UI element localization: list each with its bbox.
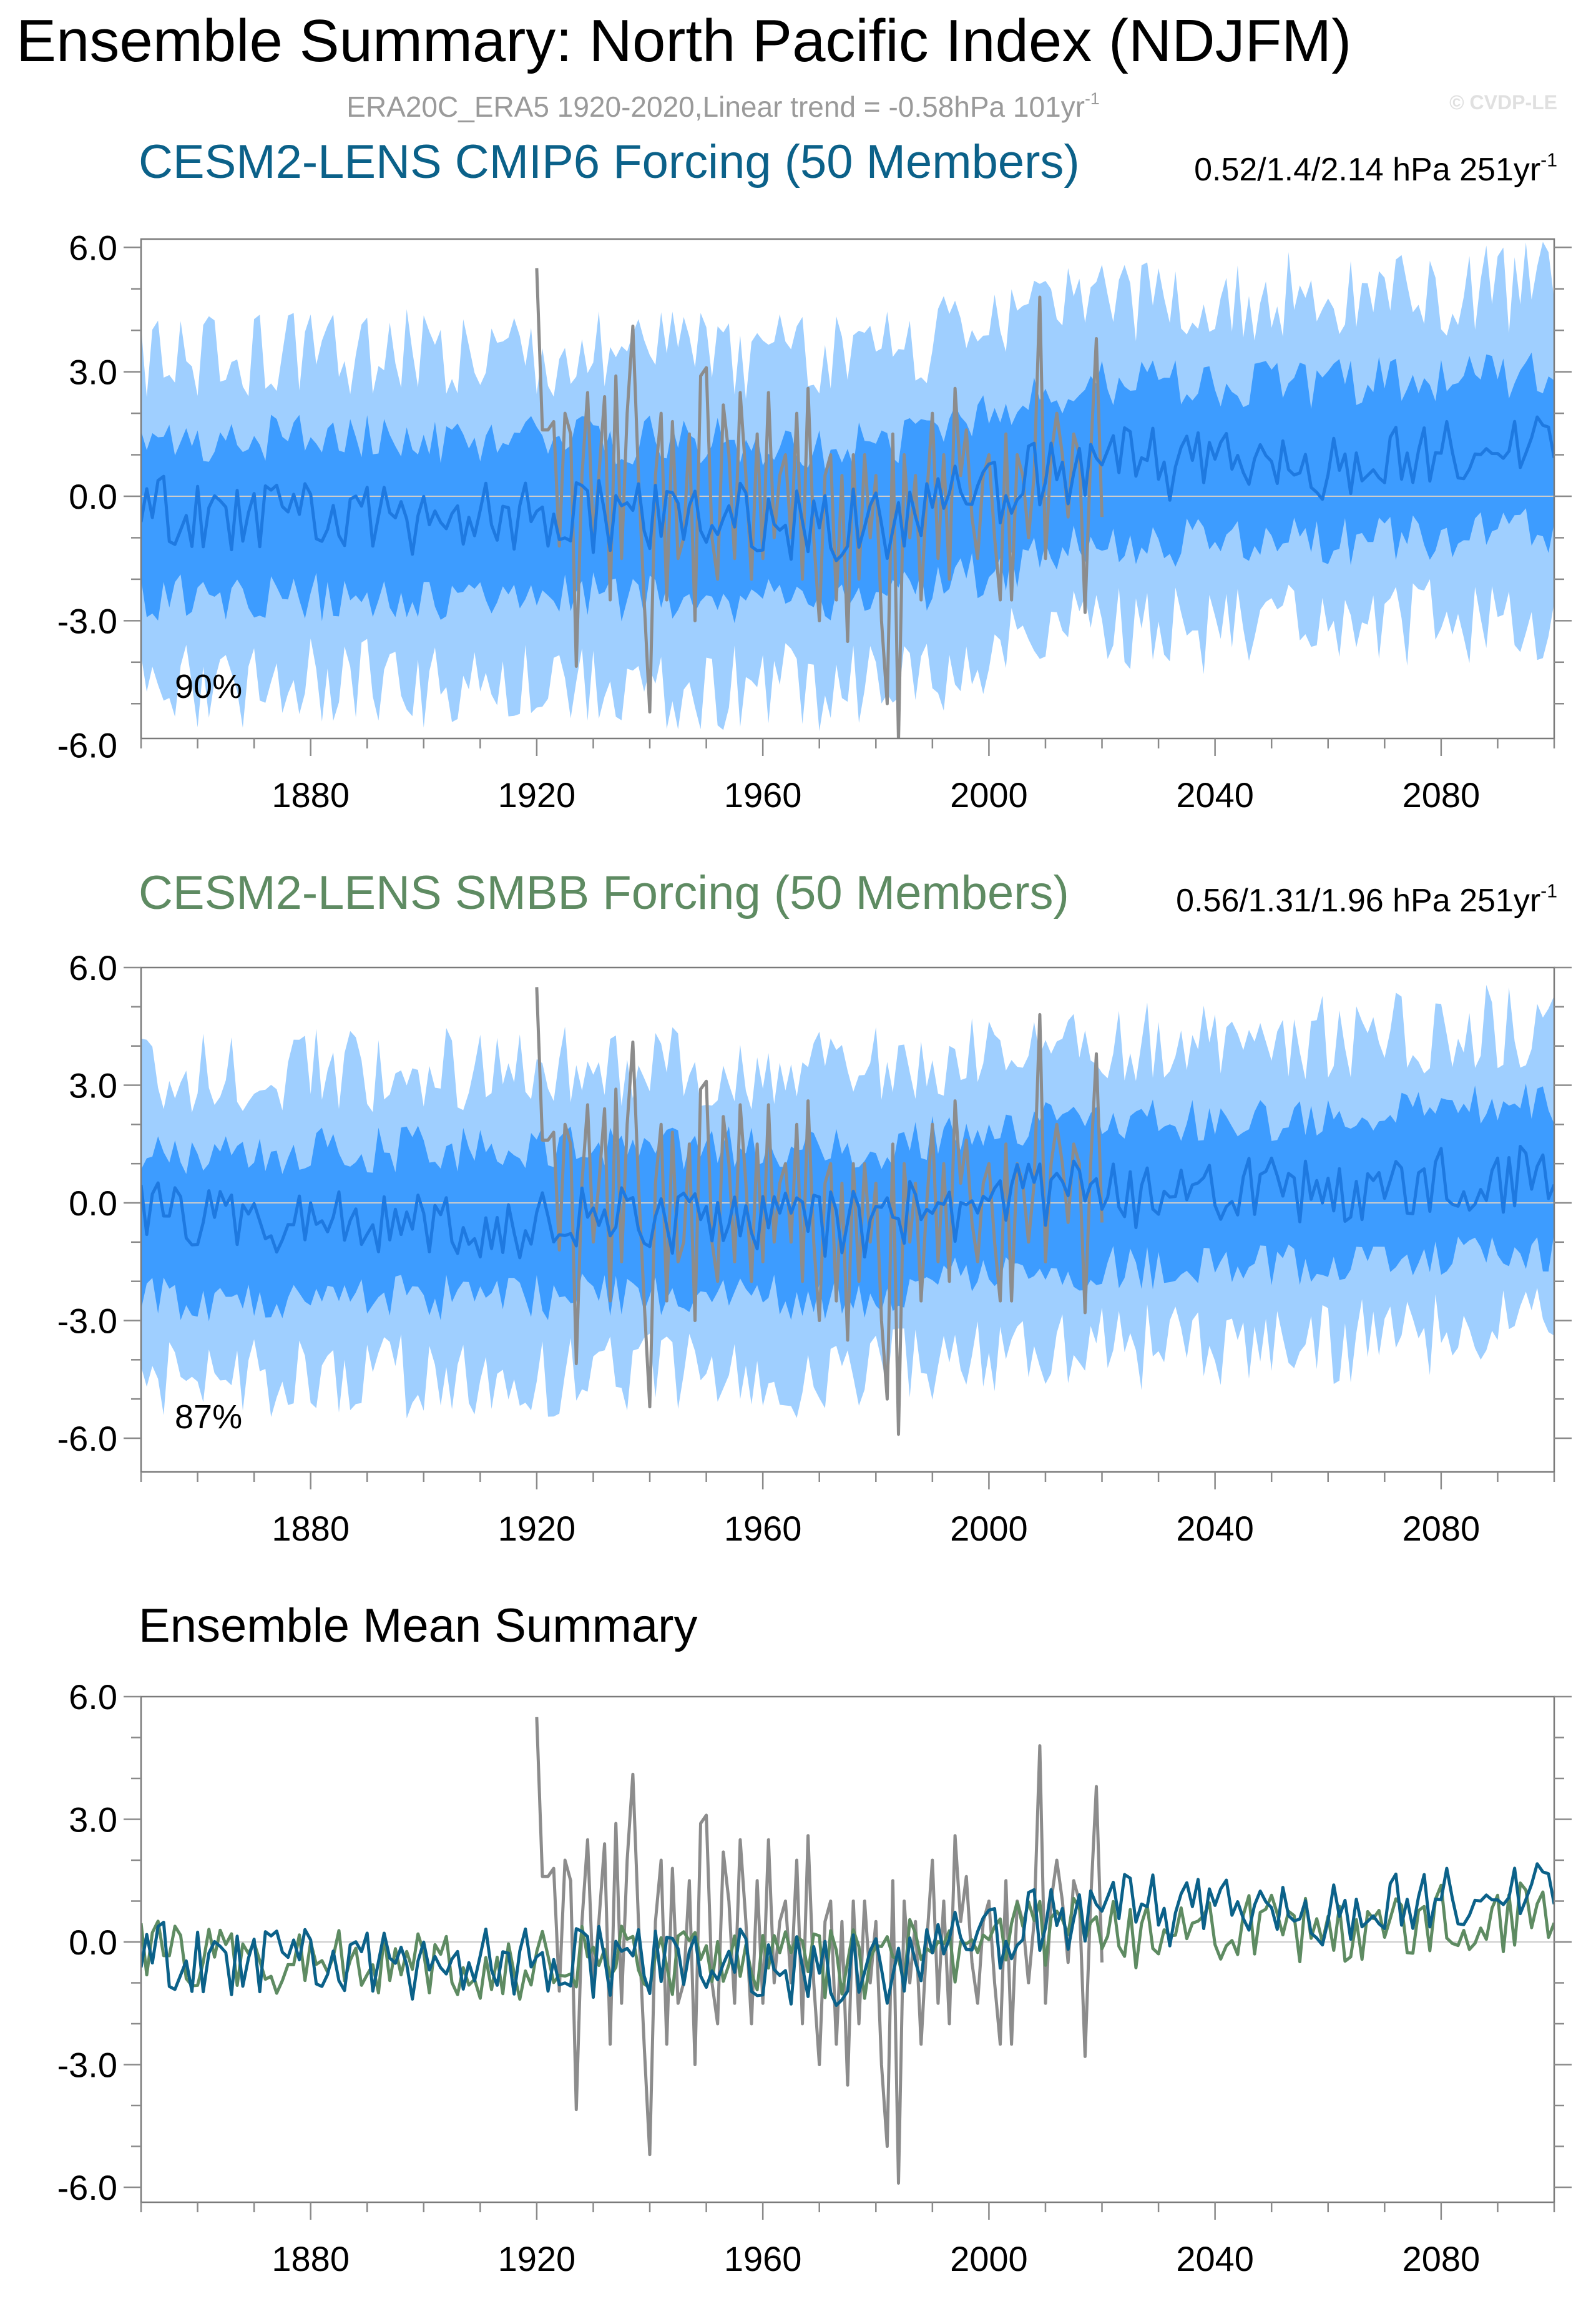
y-tick-label: 6.0 (69, 228, 117, 267)
series-observations (535, 1717, 1104, 2185)
percent-annotation: 87% (175, 1398, 242, 1436)
plot-area-2 (141, 984, 1554, 1436)
x-tick-label: 1920 (498, 1509, 576, 1548)
panel-1-trend: 0.52/1.4/2.14 hPa 251yr-1 (1194, 150, 1557, 188)
y-tick-label: 6.0 (69, 948, 117, 988)
x-tick-label: 1880 (272, 2239, 350, 2278)
y-tick-label: 0.0 (69, 1923, 117, 1962)
y-tick-label: 6.0 (69, 1677, 117, 1717)
panel-1-title: CESM2-LENS CMIP6 Forcing (50 Members) (139, 135, 1080, 189)
plot-area-1 (141, 242, 1554, 738)
x-tick-label: 2080 (1403, 775, 1481, 815)
copyright-label: © CVDP-LE (1449, 91, 1557, 114)
y-tick-label: 3.0 (69, 1066, 117, 1106)
band-inner (141, 352, 1554, 624)
y-tick-label: -6.0 (57, 2168, 118, 2207)
x-tick-label: 2040 (1176, 1509, 1254, 1548)
x-tick-label: 2000 (950, 2239, 1028, 2278)
plot-frame (140, 966, 1555, 1473)
panel-2-trend: 0.56/1.31/1.96 hPa 251yr-1 (1176, 881, 1557, 919)
y-tick-label: 3.0 (69, 353, 117, 392)
panel-2-title: CESM2-LENS SMBB Forcing (50 Members) (139, 866, 1069, 919)
y-tick-label: -6.0 (57, 1419, 118, 1458)
y-tick-label: -6.0 (57, 726, 118, 765)
plot-frame (140, 1695, 1555, 2204)
series-observations (535, 987, 1104, 1436)
series-ensemble-mean (141, 1145, 1554, 1260)
panel-3-title: Ensemble Mean Summary (139, 1599, 698, 1652)
x-tick-label: 1960 (724, 775, 802, 815)
x-tick-label: 2000 (950, 1509, 1028, 1548)
x-tick-label: 2000 (950, 775, 1028, 815)
series-cmip6 (141, 1862, 1554, 2008)
x-tick-label: 2040 (1176, 775, 1254, 815)
y-tick-label: -3.0 (57, 601, 118, 640)
y-tick-label: -3.0 (57, 1302, 118, 1341)
observations-subtitle: ERA20C_ERA5 1920-2020,Linear trend = -0.… (346, 89, 1100, 123)
series-smbb (141, 1881, 1554, 2001)
x-tick-label: 2040 (1176, 2239, 1254, 2278)
x-tick-label: 1920 (498, 2239, 576, 2278)
plot-area-3 (141, 1717, 1554, 2185)
x-tick-label: 2080 (1403, 1509, 1481, 1548)
x-tick-label: 1960 (724, 1509, 802, 1548)
series-ensemble-mean (141, 415, 1554, 562)
x-tick-label: 1880 (272, 775, 350, 815)
chart-panel-2: -6.0 -3.0 0.0 3.0 6.0 1880 1920 1960 2000 2040 208… (57, 948, 1572, 1548)
chart-panel-3: -6.0 -3.0 0.0 3.0 6.0 1880 1920 1960 2000 2040 208… (57, 1677, 1572, 2278)
chart-panel-1: -6.0 -3.0 0.0 3.0 6.0 1880 1920 1960 2000 2040 208… (57, 228, 1572, 815)
x-tick-label: 1960 (724, 2239, 802, 2278)
page-title: Ensemble Summary: North Pacific Index (N… (16, 7, 1352, 74)
y-tick-label: 3.0 (69, 1800, 117, 1840)
y-tick-label: -3.0 (57, 2046, 118, 2085)
x-tick-label: 2080 (1403, 2239, 1481, 2278)
x-tick-label: 1880 (272, 1509, 350, 1548)
plot-frame (140, 238, 1555, 740)
series-observations (535, 268, 1104, 738)
x-tick-label: 1920 (498, 775, 576, 815)
y-tick-label: 0.0 (69, 1184, 117, 1223)
y-tick-label: 0.0 (69, 477, 117, 516)
percent-annotation: 90% (175, 668, 242, 705)
